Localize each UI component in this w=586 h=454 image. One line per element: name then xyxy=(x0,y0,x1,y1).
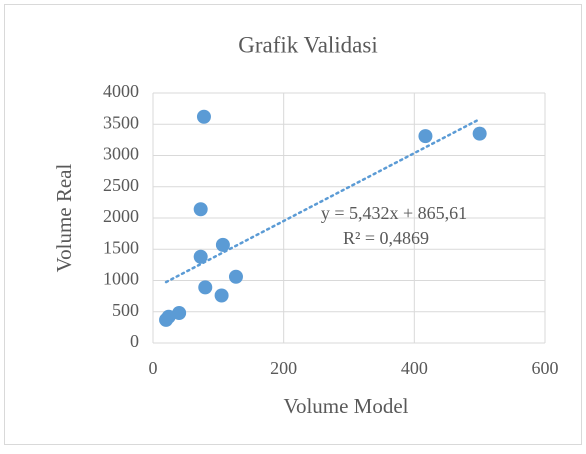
marks xyxy=(159,109,487,327)
x-tick-label: 0 xyxy=(149,358,158,378)
y-tick-label: 1000 xyxy=(103,269,139,289)
x-axis-label: Volume Model xyxy=(283,394,408,418)
point xyxy=(418,129,433,144)
y-tick-label: 3500 xyxy=(103,112,139,132)
y-tick-label: 500 xyxy=(112,300,139,320)
point xyxy=(196,109,211,124)
point xyxy=(198,280,213,295)
y-tick-label: 1500 xyxy=(103,237,139,257)
point xyxy=(193,249,208,264)
point xyxy=(472,126,487,141)
point xyxy=(159,312,174,327)
point xyxy=(228,269,243,284)
y-axis-label: Volume Real xyxy=(52,163,76,272)
point xyxy=(193,202,208,217)
y-tick-label: 2000 xyxy=(103,206,139,226)
trendline xyxy=(164,117,481,284)
trendline-r2: R² = 0,4869 xyxy=(343,228,429,248)
chart-frame xyxy=(4,4,582,445)
point xyxy=(215,237,230,252)
y-tick-label: 4000 xyxy=(103,81,139,101)
x-tick-label: 200 xyxy=(270,358,297,378)
y-tick-label: 0 xyxy=(130,331,139,351)
x-tick-label: 400 xyxy=(401,358,428,378)
chart-title: Grafik Validasi xyxy=(238,32,377,57)
trendline-equation: y = 5,432x + 865,61 xyxy=(321,203,467,223)
x-tick-label: 600 xyxy=(532,358,559,378)
point xyxy=(214,288,229,303)
y-tick-label: 3000 xyxy=(103,144,139,164)
y-tick-label: 2500 xyxy=(103,175,139,195)
